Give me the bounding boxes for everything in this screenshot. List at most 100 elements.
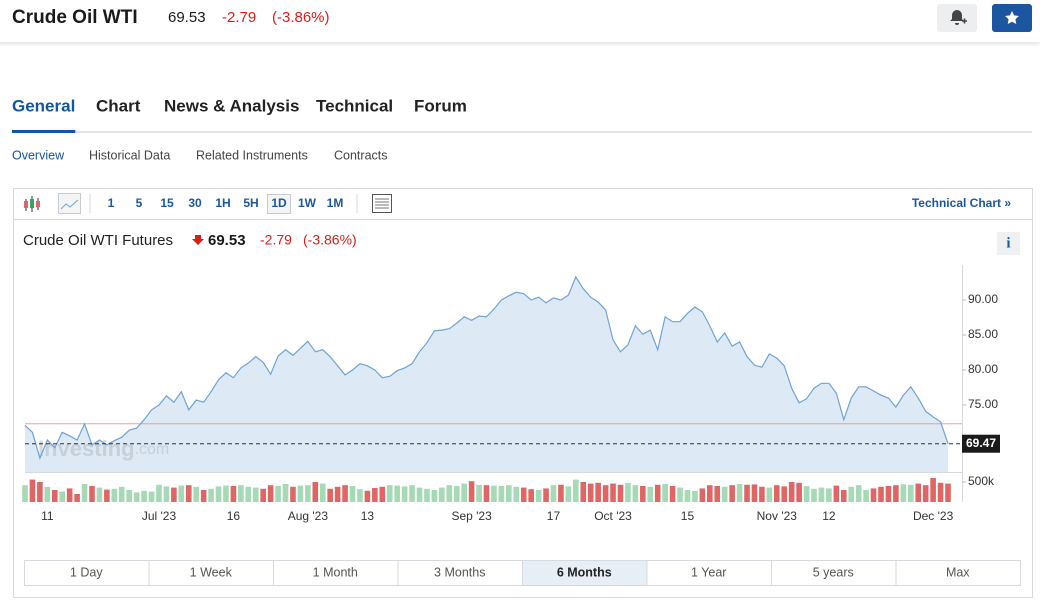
range-button[interactable]: Max — [946, 565, 970, 579]
interval-button[interactable]: 30 — [188, 196, 202, 210]
line-type-button[interactable] — [58, 193, 81, 214]
range-button[interactable]: 1 Year — [691, 565, 726, 579]
tab[interactable]: Forum — [414, 96, 467, 115]
top-bar — [0, 0, 1040, 42]
volume-bar — [610, 483, 616, 502]
volume-bar — [282, 484, 289, 502]
x-tick-label: Nov '23 — [757, 509, 798, 523]
table-view-button[interactable] — [372, 194, 392, 213]
volume-bar — [59, 491, 66, 502]
range-button[interactable]: 1 Week — [190, 565, 233, 579]
volume-bar — [498, 486, 505, 502]
volume-bar — [245, 486, 252, 502]
tab[interactable]: Technical — [316, 96, 393, 115]
interval-button[interactable]: 1H — [215, 196, 230, 210]
volume-bar — [855, 485, 862, 502]
volume-bar — [126, 490, 133, 502]
range-button-bg[interactable] — [24, 560, 150, 586]
chart-panel — [13, 188, 1033, 598]
volume-bar — [74, 494, 80, 502]
interval-button[interactable]: 1M — [327, 196, 344, 210]
volume-bar — [156, 484, 162, 502]
volume-bar — [922, 485, 929, 502]
volume-bar — [305, 485, 311, 502]
tab[interactable]: General — [12, 96, 75, 115]
info-button[interactable]: i — [1006, 235, 1010, 251]
volume-bar — [647, 486, 654, 502]
interval-button[interactable]: 1D — [271, 196, 287, 210]
subtab[interactable]: Overview — [12, 148, 65, 162]
volume-bar — [915, 483, 922, 502]
volume-bar — [171, 487, 177, 502]
last-price-box — [962, 434, 1000, 453]
subtab[interactable]: Historical Data — [89, 148, 170, 162]
volume-bar — [818, 487, 825, 502]
volume-bar — [185, 485, 192, 502]
range-button-bg[interactable] — [148, 560, 274, 586]
volume-bar — [364, 490, 371, 502]
volume-bar — [937, 482, 944, 502]
watermark-brand: Investing — [38, 436, 135, 461]
volume-bar — [29, 479, 36, 502]
volume-bar — [342, 485, 348, 502]
volume-bar — [349, 486, 356, 502]
interval-button[interactable]: 5H — [243, 196, 258, 210]
subtab[interactable]: Contracts — [334, 148, 388, 162]
chart-change: -2.79 — [260, 232, 292, 248]
interval-button[interactable]: 5 — [136, 196, 143, 210]
volume-bar — [759, 486, 765, 502]
range-button[interactable]: 1 Month — [313, 565, 358, 579]
technical-chart-link[interactable]: Technical Chart » — [912, 196, 1011, 210]
volume-bar — [424, 488, 430, 502]
volume-bar — [595, 482, 601, 502]
volume-bar — [319, 483, 326, 502]
tab[interactable]: Chart — [96, 96, 141, 115]
volume-bar — [267, 485, 274, 502]
interval-button[interactable]: 15 — [160, 196, 174, 210]
alert-button[interactable] — [937, 4, 977, 32]
volume-bar — [51, 490, 58, 502]
volume-bar — [461, 483, 467, 502]
range-button-bg[interactable] — [895, 560, 1021, 586]
volume-bar — [520, 487, 527, 502]
volume-bar — [550, 485, 557, 502]
volume-bar — [677, 487, 683, 502]
range-button[interactable]: 1 Day — [70, 565, 103, 579]
range-button-bg[interactable] — [646, 560, 772, 586]
volume-bar — [104, 489, 110, 502]
volume-bar — [334, 486, 341, 502]
info-button-bg[interactable] — [997, 232, 1020, 255]
range-button-bg[interactable] — [771, 560, 897, 586]
volume-bar — [111, 488, 118, 502]
volume-bar — [662, 484, 668, 502]
volume-bar — [44, 486, 51, 502]
volume-bar — [409, 485, 415, 502]
volume-bar — [81, 484, 88, 502]
volume-bar — [506, 485, 512, 502]
range-button[interactable]: 5 years — [813, 565, 854, 579]
volume-bar — [870, 488, 877, 502]
active-interval-box — [267, 194, 291, 214]
interval-button[interactable]: 1 — [108, 196, 115, 210]
y-tick-label: 80.00 — [968, 362, 998, 376]
range-button[interactable]: 3 Months — [434, 565, 485, 579]
volume-bar — [200, 490, 207, 502]
volume-bar — [379, 486, 386, 502]
range-button-bg[interactable] — [273, 560, 399, 586]
range-button[interactable]: 6 Months — [557, 565, 612, 579]
active-tab-underline — [12, 130, 76, 133]
volume-bar — [907, 484, 914, 502]
tab[interactable]: News & Analysis — [164, 96, 299, 115]
volume-bar — [528, 489, 534, 502]
subtab[interactable]: Related Instruments — [196, 148, 308, 162]
volume-bar — [96, 487, 103, 502]
interval-button[interactable]: 1W — [298, 196, 317, 210]
volume-bar — [580, 482, 587, 502]
watchlist-button[interactable] — [992, 4, 1032, 32]
range-button-bg[interactable] — [522, 560, 648, 586]
x-tick-label: Dec '23 — [913, 509, 954, 523]
plot: 75.00 80.00 85.00 90.00 Investing.com 69.47 50… — [22, 275, 1000, 523]
volume-bar — [223, 485, 229, 502]
instrument-title: Crude Oil WTI — [12, 7, 138, 28]
candle-type-button[interactable] — [24, 196, 40, 212]
